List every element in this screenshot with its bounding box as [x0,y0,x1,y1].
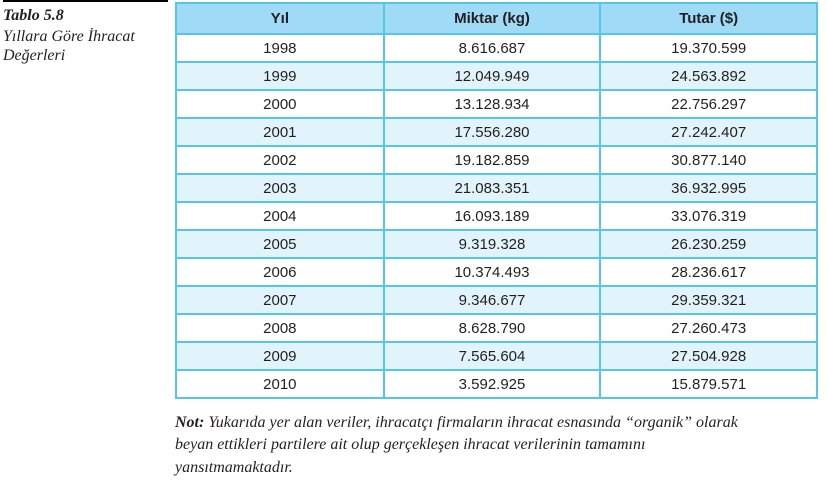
table-row: 2009 7.565.604 27.504.928 [175,341,818,371]
table-cell: 27.504.928 [599,341,818,371]
table-cell: 19.370.599 [599,33,818,63]
table-cell: 17.556.280 [382,117,602,147]
caption-subtitle: Yıllara Göre İhracat Değerleri [3,27,135,65]
table-cell: 10.374.493 [382,257,602,287]
table-caption: Tablo 5.8 Yıllara Göre İhracat Değerleri [3,0,168,66]
header-year: Yıl [175,2,385,35]
table-cell: 2000 [175,89,385,119]
table-cell: 24.563.892 [599,61,818,91]
export-values-table-container: Yıl Miktar (kg) Tutar ($) 1998 8.616.687 1… [175,2,818,399]
table-row: 2002 19.182.859 30.877.140 [175,145,818,175]
table-body: 1998 8.616.687 19.370.599 1999 12.049.949 24.… [175,33,818,399]
table-row: 2001 17.556.280 27.242.407 [175,117,818,147]
table-cell: 15.879.571 [599,369,818,399]
table-cell: 9.346.677 [382,285,602,315]
table-cell: 2001 [175,117,385,147]
table-cell: 1999 [175,61,385,91]
table-cell: 2002 [175,145,385,175]
table-cell: 16.093.189 [382,201,602,231]
table-cell: 3.592.925 [382,369,602,399]
table-row: 2007 9.346.677 29.359.321 [175,285,818,315]
table-cell: 22.756.297 [599,89,818,119]
table-cell: 2003 [175,173,385,203]
caption-title: Tablo 5.8 [3,7,64,24]
table-cell: 26.230.259 [599,229,818,259]
table-cell: 9.319.328 [382,229,602,259]
table-row: 2010 3.592.925 15.879.571 [175,369,818,399]
table-row: 2003 21.083.351 36.932.995 [175,173,818,203]
export-values-table: Yıl Miktar (kg) Tutar ($) 1998 8.616.687 1… [175,2,818,399]
header-quantity: Miktar (kg) [382,2,602,35]
table-row: 2004 16.093.189 33.076.319 [175,201,818,231]
table-cell: 2010 [175,369,385,399]
table-cell: 2006 [175,257,385,287]
table-cell: 33.076.319 [599,201,818,231]
table-cell: 19.182.859 [382,145,602,175]
table-row: 1998 8.616.687 19.370.599 [175,33,818,63]
table-row: 2000 13.128.934 22.756.297 [175,89,818,119]
note-text: Yukarıda yer alan veriler, ihracatçı fir… [175,414,738,476]
table-header: Yıl Miktar (kg) Tutar ($) [175,2,818,35]
table-cell: 27.260.473 [599,313,818,343]
table-cell: 27.242.407 [599,117,818,147]
table-cell: 2007 [175,285,385,315]
table-cell: 2008 [175,313,385,343]
table-cell: 2009 [175,341,385,371]
table-row: 2005 9.319.328 26.230.259 [175,229,818,259]
table-row: 1999 12.049.949 24.563.892 [175,61,818,91]
table-cell: 8.616.687 [382,33,602,63]
table-cell: 28.236.617 [599,257,818,287]
note-label: Not: [175,414,205,431]
table-cell: 2004 [175,201,385,231]
table-row: 2008 8.628.790 27.260.473 [175,313,818,343]
table-cell: 29.359.321 [599,285,818,315]
table-cell: 2005 [175,229,385,259]
header-amount: Tutar ($) [599,2,818,35]
table-cell: 1998 [175,33,385,63]
table-cell: 12.049.949 [382,61,602,91]
header-row: Yıl Miktar (kg) Tutar ($) [175,2,818,35]
table-cell: 21.083.351 [382,173,602,203]
table-note: Not: Yukarıda yer alan veriler, ihracatç… [175,412,760,479]
table-cell: 8.628.790 [382,313,602,343]
table-cell: 7.565.604 [382,341,602,371]
table-row: 2006 10.374.493 28.236.617 [175,257,818,287]
table-cell: 36.932.995 [599,173,818,203]
table-cell: 13.128.934 [382,89,602,119]
table-cell: 30.877.140 [599,145,818,175]
